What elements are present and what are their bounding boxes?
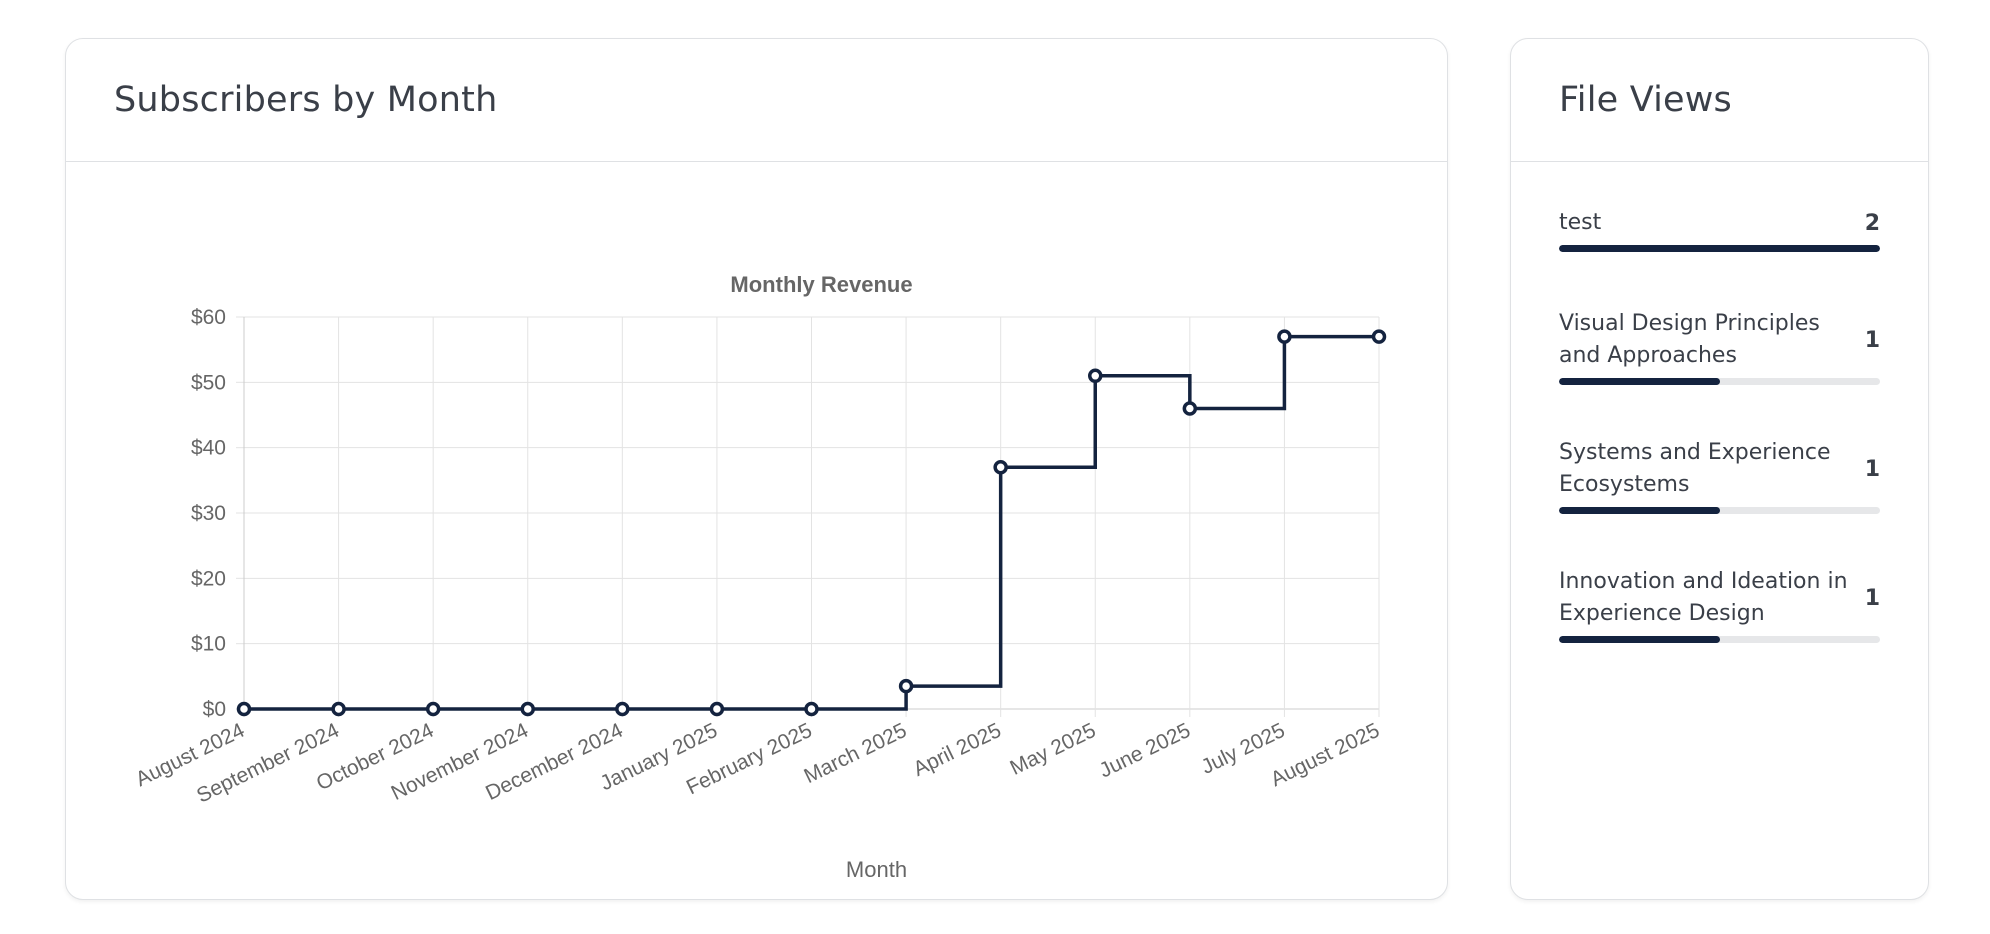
revenue-chart: Monthly Revenue $0 $10 $20 $30 $40 $50 $60 Augus… <box>132 272 1387 882</box>
data-point <box>331 701 346 717</box>
subscribers-card-header: Subscribers by Month <box>66 39 1447 162</box>
x-tick-label: August 2025 <box>1267 719 1383 791</box>
x-tick-label: June 2025 <box>1096 719 1194 783</box>
y-tick-label: $50 <box>191 371 226 394</box>
y-tick-label: $20 <box>191 567 226 590</box>
file-view-count: 1 <box>1864 585 1880 611</box>
file-views-list: test 2 Visual Design Principles and Approa… <box>1559 207 1880 643</box>
file-view-bar-fill <box>1559 507 1720 514</box>
data-point <box>615 701 630 717</box>
file-view-row: Systems and Experience Ecosystems 1 <box>1559 437 1880 501</box>
file-view-item[interactable]: Systems and Experience Ecosystems 1 <box>1559 437 1880 514</box>
file-view-bar-track <box>1559 507 1880 514</box>
data-point <box>520 701 535 717</box>
file-view-item[interactable]: test 2 <box>1559 207 1880 252</box>
file-views-card: File Views test 2 Visual Design Principles… <box>1510 38 1929 900</box>
data-point <box>993 460 1008 475</box>
file-view-bar-track <box>1559 378 1880 385</box>
file-view-count: 2 <box>1864 210 1880 236</box>
file-view-bar-track <box>1559 636 1880 643</box>
file-view-bar-fill <box>1559 378 1720 385</box>
x-tick-label: April 2025 <box>910 719 1005 781</box>
data-point <box>709 701 725 717</box>
file-view-label: Systems and Experience Ecosystems <box>1559 440 1831 497</box>
x-tick-label: March 2025 <box>801 719 911 788</box>
file-view-label: Innovation and Ideation in Experience De… <box>1559 569 1848 626</box>
file-view-item[interactable]: Visual Design Principles and Approaches 1 <box>1559 308 1880 385</box>
data-point <box>236 701 252 717</box>
chart-title: Monthly Revenue <box>730 272 912 297</box>
file-views-card-header: File Views <box>1511 39 1928 162</box>
data-point <box>1088 368 1103 384</box>
file-view-bar-fill <box>1559 636 1720 643</box>
y-tick-label: $0 <box>203 698 226 721</box>
subscribers-card: Subscribers by Month Monthly Revenue $0 $1… <box>65 38 1448 900</box>
y-tick-label: $60 <box>191 306 226 329</box>
data-point <box>425 701 441 717</box>
y-tick-label: $10 <box>191 633 226 656</box>
file-view-row: test 2 <box>1559 207 1880 239</box>
file-view-bar-track <box>1559 245 1880 252</box>
file-view-bar-fill <box>1559 245 1880 252</box>
data-point <box>898 678 914 694</box>
y-tick-label: $40 <box>191 437 226 460</box>
x-axis-label: Month <box>846 857 907 882</box>
series-line <box>244 334 1379 711</box>
file-view-label: Visual Design Principles and Approaches <box>1559 311 1820 368</box>
x-tick-label: May 2025 <box>1006 719 1099 780</box>
subscribers-card-title: Subscribers by Month <box>114 80 498 120</box>
data-point <box>1371 329 1387 344</box>
data-point <box>804 701 819 717</box>
file-view-label: test <box>1559 210 1602 235</box>
file-view-count: 1 <box>1864 327 1880 353</box>
file-view-count: 1 <box>1864 456 1880 482</box>
file-view-row: Innovation and Ideation in Experience De… <box>1559 566 1880 630</box>
file-view-row: Visual Design Principles and Approaches 1 <box>1559 308 1880 372</box>
data-point <box>1182 401 1198 416</box>
data-point <box>1277 329 1292 344</box>
file-view-item[interactable]: Innovation and Ideation in Experience De… <box>1559 566 1880 643</box>
file-views-card-title: File Views <box>1559 80 1732 120</box>
y-tick-label: $30 <box>191 502 226 525</box>
